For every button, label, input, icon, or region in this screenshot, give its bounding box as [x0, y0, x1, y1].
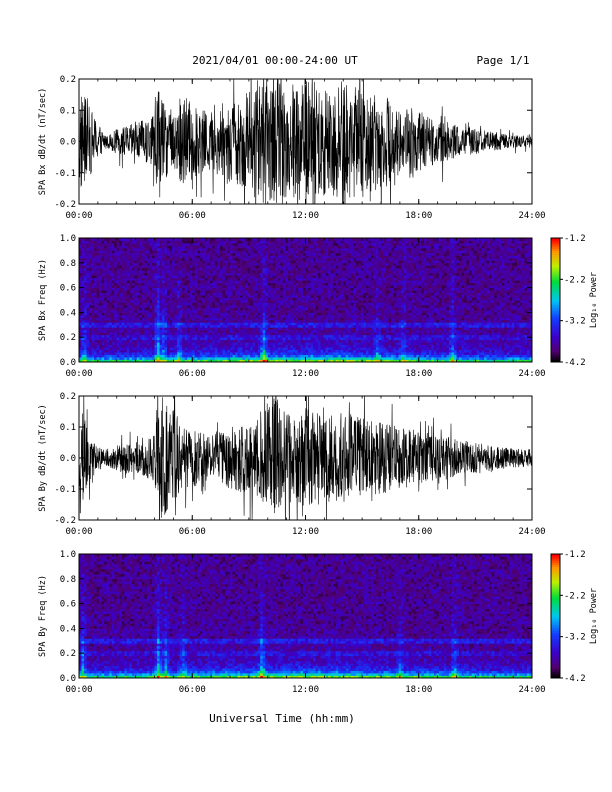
colorbar-label: Log₁₀ Power	[589, 588, 599, 644]
x-tick-label: 12:00	[292, 211, 319, 221]
colorbar-tick-label: -2.2	[564, 591, 586, 601]
y-tick-label: 0.1	[60, 423, 76, 433]
x-tick-label: 12:00	[292, 685, 319, 695]
y-tick-label: 0.0	[60, 358, 76, 368]
y-axis-label: SPA By dB/dt (nT/sec)	[38, 404, 48, 511]
x-tick-label: 24:00	[518, 685, 545, 695]
x-tick-label: 06:00	[179, 527, 206, 537]
plot-area	[79, 79, 532, 204]
y-tick-label: 0.8	[60, 259, 76, 269]
x-tick-label: 18:00	[405, 369, 432, 379]
y-tick-label: -0.2	[54, 200, 76, 210]
colorbar-by: -1.2 -2.2 -3.2 -4.2 Log₁₀ Power	[550, 550, 599, 684]
x-tick-label: 18:00	[405, 211, 432, 221]
page-number: Page 1/1	[477, 54, 530, 67]
x-tick-label: 06:00	[179, 685, 206, 695]
y-tick-label: 0.2	[60, 649, 76, 659]
panel-bx-timeseries: 00:00 06:00 12:00 18:00 24:00 0.2 0.1 0.0 -0.1 -0…	[38, 75, 546, 221]
x-tick-label: 12:00	[292, 527, 319, 537]
x-tick-label: 12:00	[292, 369, 319, 379]
colorbar-tick-label: -1.2	[564, 550, 586, 560]
y-tick-label: 0.0	[60, 454, 76, 464]
x-tick-label: 06:00	[179, 211, 206, 221]
y-tick-label: 0.4	[60, 624, 76, 634]
x-tick-label: 00:00	[65, 685, 92, 695]
y-axis-label: SPA Bx Freq (Hz)	[38, 259, 48, 341]
y-axis-label: SPA By Freq (Hz)	[38, 575, 48, 657]
y-tick-label: -0.1	[54, 169, 76, 179]
figure-title: 2021/04/01 00:00-24:00 UT	[192, 54, 358, 67]
plot-area	[79, 238, 532, 362]
y-tick-label: 0.6	[60, 284, 76, 294]
y-tick-label: 0.2	[60, 75, 76, 85]
colorbar-tick-label: -3.2	[564, 633, 586, 643]
x-tick-label: 18:00	[405, 685, 432, 695]
x-tick-label: 24:00	[518, 211, 545, 221]
y-tick-label: 0.0	[60, 138, 76, 148]
colorbar-tick-label: -4.2	[564, 358, 586, 368]
y-tick-label: -0.2	[54, 516, 76, 526]
y-tick-label: 1.0	[60, 234, 76, 244]
colorbar-tick-label: -4.2	[564, 674, 586, 684]
x-tick-label: 06:00	[179, 369, 206, 379]
colorbar-tick-label: -2.2	[564, 275, 586, 285]
y-tick-label: 0.4	[60, 308, 76, 318]
x-axis-label: Universal Time (hh:mm)	[209, 712, 355, 725]
colorbar-bx: -1.2 -2.2 -3.2 -4.2 Log₁₀ Power	[550, 234, 599, 368]
y-tick-label: 0.2	[60, 392, 76, 402]
panel-by-spectrogram: 00:00 06:00 12:00 18:00 24:00 1.0 0.8 0.6 0.4 0.2…	[38, 550, 546, 695]
x-tick-label: 00:00	[65, 211, 92, 221]
y-tick-label: 0.1	[60, 106, 76, 116]
plot-area	[79, 554, 532, 678]
y-axis-label: SPA Bx dB/dt (nT/sec)	[38, 88, 48, 195]
y-tick-label: -0.1	[54, 485, 76, 495]
colorbar-tick-label: -3.2	[564, 317, 586, 327]
colorbar-label: Log₁₀ Power	[589, 272, 599, 328]
x-tick-label: 24:00	[518, 369, 545, 379]
x-tick-label: 24:00	[518, 527, 545, 537]
x-tick-label: 00:00	[65, 527, 92, 537]
panel-bx-spectrogram: 00:00 06:00 12:00 18:00 24:00 1.0 0.8 0.6 0.4 0.2…	[38, 234, 546, 379]
y-tick-label: 1.0	[60, 550, 76, 560]
series-line	[79, 396, 532, 520]
y-tick-label: 0.8	[60, 575, 76, 585]
x-tick-label: 00:00	[65, 369, 92, 379]
plot-area	[79, 396, 532, 520]
y-tick-label: 0.2	[60, 333, 76, 343]
colorbar-tick-label: -1.2	[564, 234, 586, 244]
series-line	[79, 79, 532, 204]
y-tick-label: 0.0	[60, 674, 76, 684]
y-tick-label: 0.6	[60, 600, 76, 610]
x-tick-label: 18:00	[405, 527, 432, 537]
panel-by-timeseries: 00:00 06:00 12:00 18:00 24:00 0.2 0.1 0.0 -0.1 -0…	[38, 392, 546, 537]
